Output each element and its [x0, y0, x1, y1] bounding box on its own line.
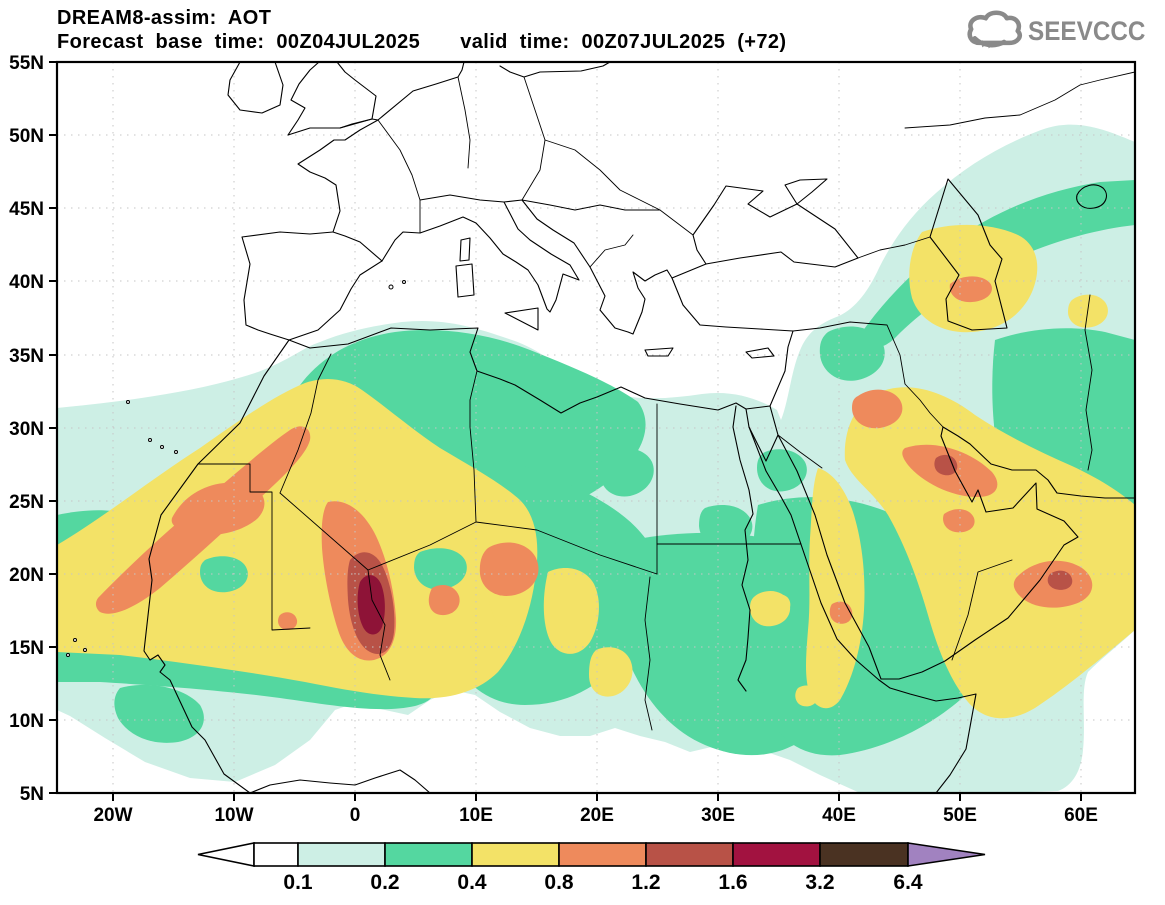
- map-header: DREAM8-assim: AOT Forecast base time: 00…: [57, 6, 786, 54]
- legend-label: 6.4: [893, 871, 923, 894]
- map-title: DREAM8-assim: AOT: [57, 7, 272, 29]
- map-subtitle: Forecast base time: 00Z04JUL2025 valid ti…: [57, 30, 786, 54]
- lon-label: 60E: [1064, 805, 1098, 826]
- lon-label: 20E: [580, 805, 614, 826]
- legend-label: 1.2: [631, 871, 660, 894]
- aot-shading: [57, 124, 1135, 793]
- legend-swatch-0.1: [297, 842, 386, 867]
- lat-label: 50N: [9, 126, 44, 147]
- lon-label: 40E: [822, 805, 856, 826]
- latitude-axis: 55N 50N 45N 40N 35N 30N 25N 20N 15N 10N …: [9, 53, 44, 805]
- country-borders: [197, 71, 1135, 731]
- lat-label: 40N: [9, 272, 44, 293]
- legend-swatch-3.2: [819, 842, 909, 867]
- lon-label: 30E: [701, 805, 735, 826]
- lon-label: 10W: [214, 805, 253, 826]
- legend-swatch-0.4: [471, 842, 560, 867]
- forecast-base-time: Forecast base time: 00Z04JUL2025: [57, 31, 421, 53]
- lon-label: 10E: [459, 805, 493, 826]
- map-frame: [49, 60, 1137, 801]
- lat-label: 25N: [9, 492, 44, 513]
- seevccc-logo-text: SEEVCCC: [1028, 15, 1146, 46]
- lat-label: 35N: [9, 346, 44, 367]
- legend-label: 0.1: [283, 871, 313, 894]
- lat-label: 45N: [9, 199, 44, 220]
- valid-time: valid time: 00Z07JUL2025 (+72): [460, 31, 787, 53]
- lat-label: 55N: [9, 53, 44, 74]
- coastlines: [66, 62, 1135, 793]
- colorbar-legend: 0.1 0.2 0.4 0.8 1.2 1.6 3.2 6.4: [197, 842, 986, 894]
- lat-label: 5N: [20, 784, 44, 805]
- lat-label: 10N: [9, 711, 44, 732]
- lat-label: 15N: [9, 638, 44, 659]
- legend-left-arrow: [197, 842, 255, 867]
- legend-swatch-0.8: [558, 842, 647, 867]
- graticule-gridlines: [57, 62, 1135, 793]
- legend-label: 0.2: [370, 871, 399, 894]
- legend-right-arrow: [907, 842, 986, 867]
- legend-label: 3.2: [805, 871, 834, 894]
- legend-label: 0.8: [544, 871, 574, 894]
- legend-label: 0.4: [457, 871, 487, 894]
- legend-swatch-0.2: [384, 842, 473, 867]
- lon-label: 50E: [943, 805, 977, 826]
- legend-swatch-1.6: [732, 842, 821, 867]
- legend-swatch-below-0.1: [253, 842, 299, 867]
- lat-label: 20N: [9, 565, 44, 586]
- cloud-arrow-icon: [967, 10, 1023, 49]
- lat-label: 30N: [9, 419, 44, 440]
- legend-swatch-1.2: [645, 842, 734, 867]
- seevccc-logo: SEEVCCC: [963, 10, 1159, 52]
- legend-label: 1.6: [718, 871, 747, 894]
- lon-label: 0: [350, 805, 361, 826]
- lon-label: 20W: [93, 805, 132, 826]
- longitude-axis: 20W 10W 0 10E 20E 30E 40E 50E 60E: [93, 805, 1097, 826]
